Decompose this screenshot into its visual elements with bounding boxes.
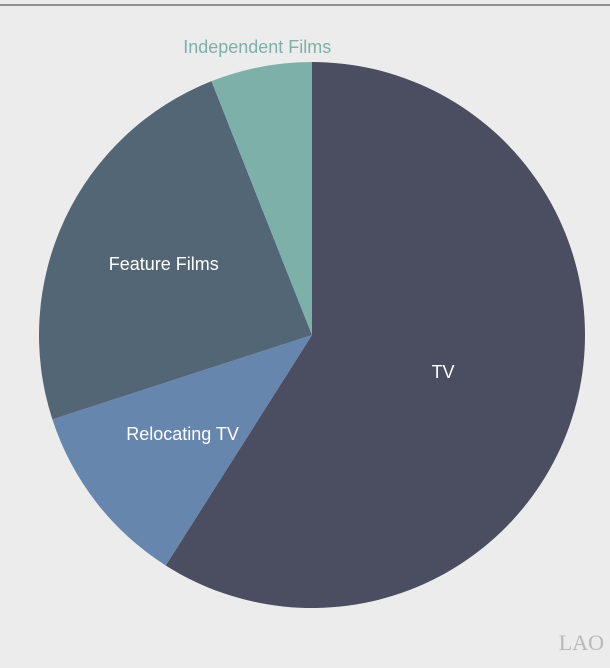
logo: LAO (559, 630, 604, 655)
pie-slice (52, 335, 312, 566)
pie-slice (165, 62, 585, 608)
pie-slice (38, 81, 312, 420)
slice-label: Independent Films (183, 37, 331, 57)
slice-label: Relocating TV (126, 424, 239, 444)
pie-slice (211, 62, 312, 335)
slice-label: TV (432, 362, 455, 382)
slice-label: Feature Films (109, 254, 219, 274)
